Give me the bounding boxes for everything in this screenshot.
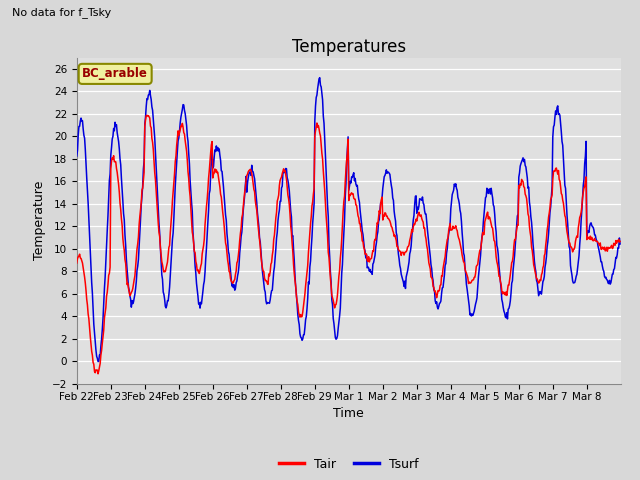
Text: No data for f_Tsky: No data for f_Tsky <box>12 8 111 18</box>
Title: Temperatures: Temperatures <box>292 38 406 56</box>
X-axis label: Time: Time <box>333 407 364 420</box>
Text: BC_arable: BC_arable <box>82 67 148 80</box>
Y-axis label: Temperature: Temperature <box>33 181 46 261</box>
Legend: Tair, Tsurf: Tair, Tsurf <box>274 453 424 476</box>
